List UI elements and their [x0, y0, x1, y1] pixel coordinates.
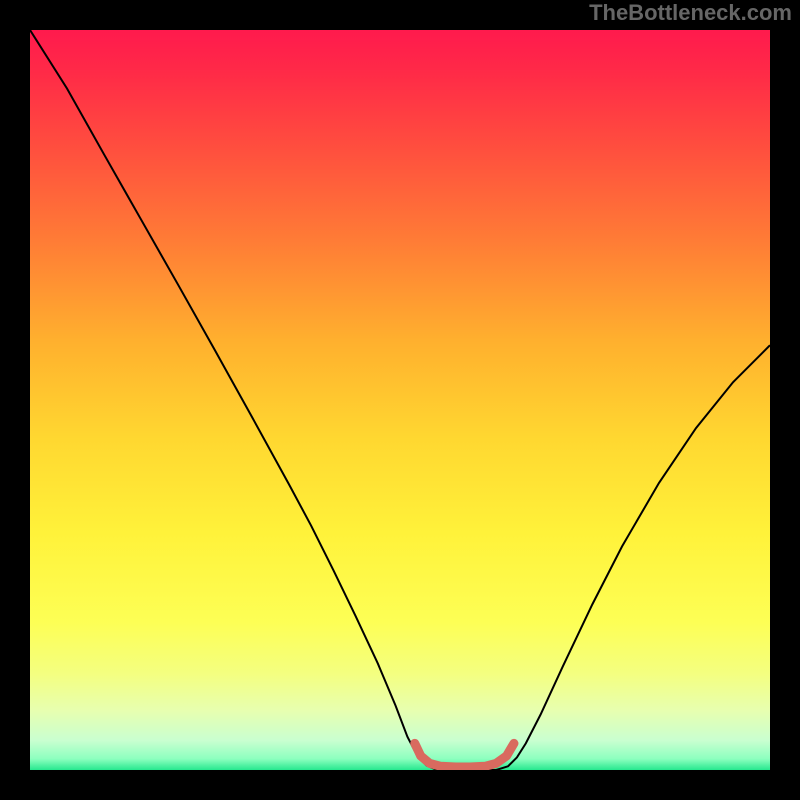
watermark-text: TheBottleneck.com — [589, 0, 792, 26]
gradient-background — [30, 30, 770, 770]
chart-container: TheBottleneck.com — [0, 0, 800, 800]
plot-svg — [30, 30, 770, 770]
plot-area — [30, 30, 770, 770]
